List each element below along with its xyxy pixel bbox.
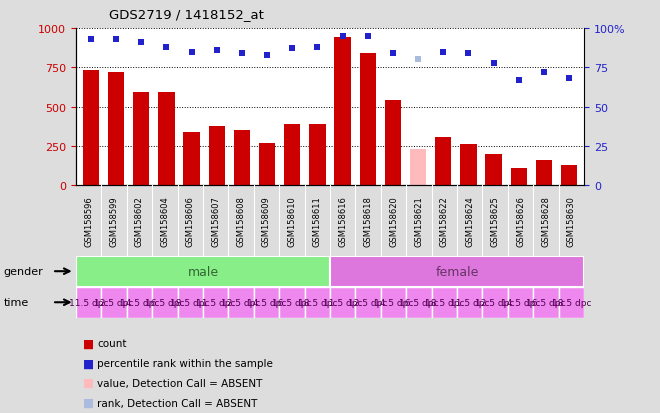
Bar bbox=[203, 287, 228, 318]
Bar bbox=[284, 125, 300, 186]
Bar bbox=[508, 287, 533, 318]
Text: GSM158602: GSM158602 bbox=[135, 196, 144, 246]
Bar bbox=[82, 71, 99, 186]
Text: 18.5 dpc: 18.5 dpc bbox=[298, 298, 337, 307]
Text: GSM158607: GSM158607 bbox=[211, 196, 220, 246]
Text: GSM158606: GSM158606 bbox=[185, 196, 195, 246]
Text: 12.5 dpc: 12.5 dpc bbox=[221, 298, 261, 307]
Bar bbox=[228, 287, 254, 318]
Text: rank, Detection Call = ABSENT: rank, Detection Call = ABSENT bbox=[97, 398, 257, 408]
Text: 14.5 dpc: 14.5 dpc bbox=[119, 298, 159, 307]
Text: ■: ■ bbox=[82, 396, 94, 409]
Text: ■: ■ bbox=[82, 356, 94, 370]
Text: time: time bbox=[3, 297, 28, 308]
Text: 11.5 dpc: 11.5 dpc bbox=[69, 298, 108, 307]
Bar bbox=[234, 131, 250, 186]
Bar bbox=[335, 38, 350, 186]
Bar bbox=[330, 287, 356, 318]
Text: GSM158626: GSM158626 bbox=[516, 196, 525, 246]
Bar bbox=[360, 54, 376, 186]
Bar bbox=[259, 143, 275, 186]
Text: 11.5 dpc: 11.5 dpc bbox=[450, 298, 490, 307]
Text: 11.5 dpc: 11.5 dpc bbox=[323, 298, 362, 307]
Bar bbox=[76, 287, 102, 318]
Text: ■: ■ bbox=[82, 376, 94, 389]
Bar bbox=[152, 287, 178, 318]
Bar bbox=[305, 287, 330, 318]
Bar bbox=[457, 287, 482, 318]
Text: 14.5 dpc: 14.5 dpc bbox=[247, 298, 286, 307]
Text: GSM158618: GSM158618 bbox=[364, 196, 373, 246]
Text: gender: gender bbox=[3, 266, 43, 277]
Bar bbox=[533, 287, 558, 318]
Bar bbox=[158, 93, 175, 186]
Bar bbox=[254, 287, 279, 318]
Text: 11.5 dpc: 11.5 dpc bbox=[196, 298, 236, 307]
Text: GSM158622: GSM158622 bbox=[440, 196, 449, 246]
Bar bbox=[460, 145, 477, 186]
Text: 12.5 dpc: 12.5 dpc bbox=[94, 298, 134, 307]
Bar bbox=[410, 150, 426, 186]
Bar bbox=[178, 287, 203, 318]
Bar bbox=[432, 287, 457, 318]
Bar bbox=[127, 287, 152, 318]
Bar bbox=[561, 166, 578, 186]
Bar bbox=[310, 125, 325, 186]
Bar bbox=[183, 133, 200, 186]
Text: 16.5 dpc: 16.5 dpc bbox=[272, 298, 312, 307]
Bar bbox=[485, 154, 502, 186]
Text: 12.5 dpc: 12.5 dpc bbox=[348, 298, 388, 307]
Text: GSM158609: GSM158609 bbox=[262, 196, 271, 246]
Text: 12.5 dpc: 12.5 dpc bbox=[475, 298, 515, 307]
Text: 18.5 dpc: 18.5 dpc bbox=[552, 298, 591, 307]
Text: 18.5 dpc: 18.5 dpc bbox=[170, 298, 210, 307]
Text: GSM158608: GSM158608 bbox=[236, 196, 246, 246]
Bar bbox=[209, 126, 225, 186]
Text: GSM158604: GSM158604 bbox=[160, 196, 170, 246]
Text: 16.5 dpc: 16.5 dpc bbox=[399, 298, 439, 307]
Text: GSM158628: GSM158628 bbox=[541, 196, 550, 246]
Bar bbox=[482, 287, 508, 318]
Bar bbox=[407, 287, 432, 318]
Bar bbox=[511, 169, 527, 186]
Text: percentile rank within the sample: percentile rank within the sample bbox=[97, 358, 273, 368]
Bar bbox=[279, 287, 305, 318]
Text: GSM158625: GSM158625 bbox=[490, 196, 500, 246]
Text: male: male bbox=[187, 265, 218, 278]
Text: count: count bbox=[97, 338, 127, 348]
Text: 16.5 dpc: 16.5 dpc bbox=[526, 298, 566, 307]
Text: GDS2719 / 1418152_at: GDS2719 / 1418152_at bbox=[109, 8, 264, 21]
Bar bbox=[102, 287, 127, 318]
Text: GSM158599: GSM158599 bbox=[110, 196, 119, 246]
Bar bbox=[536, 161, 552, 186]
Text: GSM158616: GSM158616 bbox=[338, 196, 347, 246]
Text: GSM158596: GSM158596 bbox=[84, 196, 93, 246]
Text: GSM158611: GSM158611 bbox=[313, 196, 322, 246]
Text: GSM158610: GSM158610 bbox=[287, 196, 296, 246]
Bar bbox=[381, 287, 407, 318]
Text: 18.5 dpc: 18.5 dpc bbox=[424, 298, 464, 307]
Bar bbox=[76, 256, 330, 287]
Bar bbox=[558, 287, 584, 318]
Text: female: female bbox=[436, 265, 478, 278]
Bar bbox=[108, 73, 124, 186]
Bar bbox=[356, 287, 381, 318]
Text: GSM158620: GSM158620 bbox=[389, 196, 398, 246]
Text: 14.5 dpc: 14.5 dpc bbox=[501, 298, 541, 307]
Text: 14.5 dpc: 14.5 dpc bbox=[374, 298, 413, 307]
Text: value, Detection Call = ABSENT: value, Detection Call = ABSENT bbox=[97, 378, 263, 388]
Bar bbox=[330, 256, 584, 287]
Text: ■: ■ bbox=[82, 337, 94, 350]
Text: GSM158621: GSM158621 bbox=[414, 196, 424, 246]
Text: 16.5 dpc: 16.5 dpc bbox=[145, 298, 185, 307]
Text: GSM158630: GSM158630 bbox=[567, 196, 576, 246]
Bar bbox=[435, 137, 451, 186]
Bar bbox=[133, 93, 149, 186]
Bar bbox=[385, 101, 401, 186]
Text: GSM158624: GSM158624 bbox=[465, 196, 475, 246]
